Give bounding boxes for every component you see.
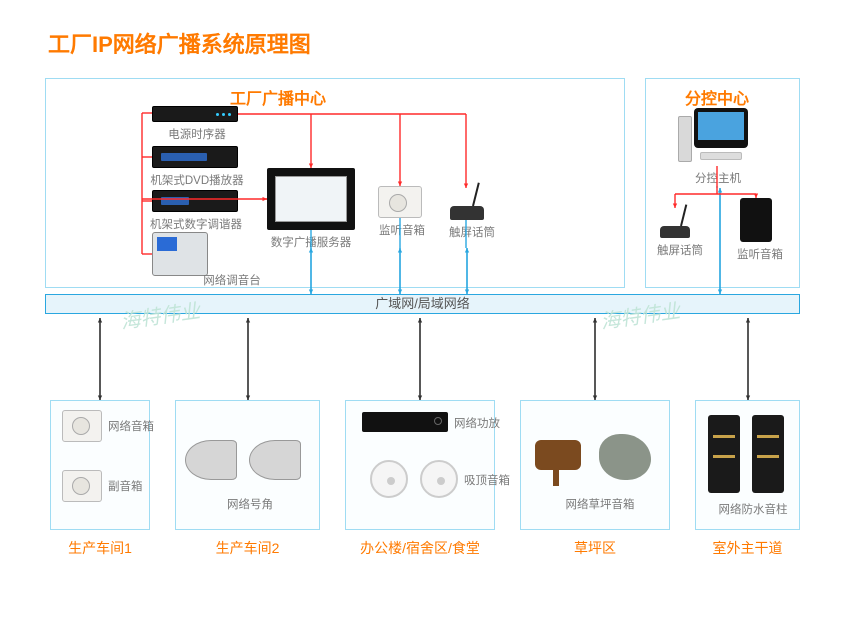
device-sub-host bbox=[678, 108, 756, 166]
device-touch-mic-sub bbox=[660, 200, 690, 238]
area-label-lawn: 草坪区 bbox=[520, 538, 670, 558]
label-power-sequencer: 电源时序器 bbox=[147, 126, 247, 142]
label-dvd-player: 机架式DVD播放器 bbox=[137, 172, 257, 188]
label-off-amp: 网络功放 bbox=[454, 415, 500, 431]
device-ws1-box-spk bbox=[62, 410, 102, 442]
network-bar-label: 广域网/局域网络 bbox=[375, 296, 470, 311]
area-label-out: 室外主干道 bbox=[695, 538, 800, 558]
diagram-title: 工厂IP网络广播系统原理图 bbox=[48, 27, 311, 59]
label-broadcast-server: 数字广播服务器 bbox=[261, 234, 361, 250]
device-monitor-speaker-center bbox=[378, 186, 422, 218]
label-monitor-speaker-sub: 监听音箱 bbox=[730, 246, 790, 262]
device-lawn-lawn bbox=[535, 430, 655, 490]
label-out-pillar: 网络防水音柱 bbox=[708, 501, 798, 517]
device-dvd-player bbox=[152, 146, 238, 168]
device-broadcast-server bbox=[267, 168, 355, 230]
label-sub-host: 分控主机 bbox=[688, 170, 748, 186]
label-ws1-box-spk: 副音箱 bbox=[108, 478, 143, 494]
zone-broadcast-center-label: 工厂广播中心 bbox=[230, 85, 326, 109]
label-monitor-speaker-center: 监听音箱 bbox=[372, 222, 432, 238]
label-tuner: 机架式数字调谐器 bbox=[134, 216, 258, 232]
label-touch-mic-center: 触屏话筒 bbox=[442, 224, 502, 240]
area-label-ws1: 生产车间1 bbox=[50, 538, 150, 558]
device-off-ceiling bbox=[370, 460, 460, 500]
device-ws2-horn-pair bbox=[185, 430, 305, 490]
device-network-mixer bbox=[152, 232, 208, 276]
device-monitor-speaker-sub bbox=[740, 198, 772, 242]
area-label-ws2: 生产车间2 bbox=[175, 538, 320, 558]
device-power-sequencer bbox=[152, 106, 238, 122]
device-out-pillar bbox=[708, 415, 788, 495]
label-touch-mic-sub: 触屏话筒 bbox=[650, 242, 710, 258]
zone-sub-control-label: 分控中心 bbox=[685, 85, 749, 109]
label-ws2-horn-pair: 网络号角 bbox=[185, 496, 315, 512]
area-label-off: 办公楼/宿舍区/食堂 bbox=[345, 538, 495, 558]
label-off-ceiling: 吸顶音箱 bbox=[464, 472, 510, 488]
label-lawn-lawn: 网络草坪音箱 bbox=[535, 496, 665, 512]
device-tuner bbox=[152, 190, 238, 212]
device-off-amp bbox=[362, 412, 448, 432]
label-network-mixer: 网络调音台 bbox=[192, 272, 272, 288]
label-ws1-box-spk: 网络音箱 bbox=[108, 418, 154, 434]
device-ws1-box-spk bbox=[62, 470, 102, 502]
